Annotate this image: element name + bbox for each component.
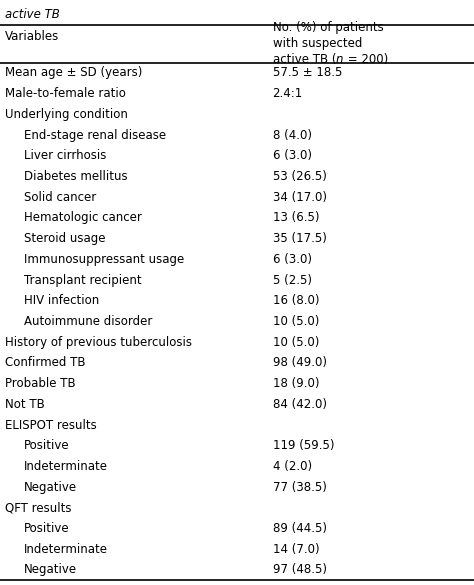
Text: Male-to-female ratio: Male-to-female ratio: [5, 87, 126, 100]
Text: Probable TB: Probable TB: [5, 377, 75, 390]
Text: 89 (44.5): 89 (44.5): [273, 522, 327, 535]
Text: 8 (4.0): 8 (4.0): [273, 129, 311, 142]
Text: with suspected: with suspected: [273, 37, 362, 50]
Text: ELISPOT results: ELISPOT results: [5, 418, 97, 432]
Text: Indeterminate: Indeterminate: [24, 460, 108, 473]
Text: 2.4:1: 2.4:1: [273, 87, 303, 100]
Text: Negative: Negative: [24, 481, 77, 494]
Text: Solid cancer: Solid cancer: [24, 191, 96, 204]
Text: active TB (: active TB (: [273, 53, 336, 67]
Text: Autoimmune disorder: Autoimmune disorder: [24, 315, 152, 328]
Text: Diabetes mellitus: Diabetes mellitus: [24, 170, 128, 183]
Text: 10 (5.0): 10 (5.0): [273, 336, 319, 349]
Text: End-stage renal disease: End-stage renal disease: [24, 129, 166, 142]
Text: HIV infection: HIV infection: [24, 294, 99, 307]
Text: 14 (7.0): 14 (7.0): [273, 543, 319, 556]
Text: Negative: Negative: [24, 563, 77, 576]
Text: 13 (6.5): 13 (6.5): [273, 211, 319, 225]
Text: History of previous tuberculosis: History of previous tuberculosis: [5, 336, 192, 349]
Text: Transplant recipient: Transplant recipient: [24, 274, 141, 287]
Text: 6 (3.0): 6 (3.0): [273, 149, 311, 162]
Text: = 200): = 200): [344, 53, 388, 67]
Text: 84 (42.0): 84 (42.0): [273, 398, 327, 411]
Text: Liver cirrhosis: Liver cirrhosis: [24, 149, 106, 162]
Text: 35 (17.5): 35 (17.5): [273, 232, 327, 245]
Text: Mean age ± SD (years): Mean age ± SD (years): [5, 67, 142, 80]
Text: n: n: [336, 53, 344, 67]
Text: 98 (49.0): 98 (49.0): [273, 356, 327, 369]
Text: Variables: Variables: [5, 30, 59, 43]
Text: 34 (17.0): 34 (17.0): [273, 191, 327, 204]
Text: 5 (2.5): 5 (2.5): [273, 274, 311, 287]
Text: Confirmed TB: Confirmed TB: [5, 356, 85, 369]
Text: Hematologic cancer: Hematologic cancer: [24, 211, 142, 225]
Text: 119 (59.5): 119 (59.5): [273, 439, 334, 452]
Text: Underlying condition: Underlying condition: [5, 108, 128, 121]
Text: 53 (26.5): 53 (26.5): [273, 170, 327, 183]
Text: 18 (9.0): 18 (9.0): [273, 377, 319, 390]
Text: No. (%) of patients: No. (%) of patients: [273, 20, 383, 34]
Text: QFT results: QFT results: [5, 501, 71, 514]
Text: 57.5 ± 18.5: 57.5 ± 18.5: [273, 67, 342, 80]
Text: 10 (5.0): 10 (5.0): [273, 315, 319, 328]
Text: 6 (3.0): 6 (3.0): [273, 253, 311, 266]
Text: Positive: Positive: [24, 439, 69, 452]
Text: Positive: Positive: [24, 522, 69, 535]
Text: Indeterminate: Indeterminate: [24, 543, 108, 556]
Text: 16 (8.0): 16 (8.0): [273, 294, 319, 307]
Text: 4 (2.0): 4 (2.0): [273, 460, 312, 473]
Text: 97 (48.5): 97 (48.5): [273, 563, 327, 576]
Text: Steroid usage: Steroid usage: [24, 232, 105, 245]
Text: 77 (38.5): 77 (38.5): [273, 481, 327, 494]
Text: Immunosuppressant usage: Immunosuppressant usage: [24, 253, 184, 266]
Text: active TB: active TB: [5, 8, 60, 20]
Text: Not TB: Not TB: [5, 398, 45, 411]
